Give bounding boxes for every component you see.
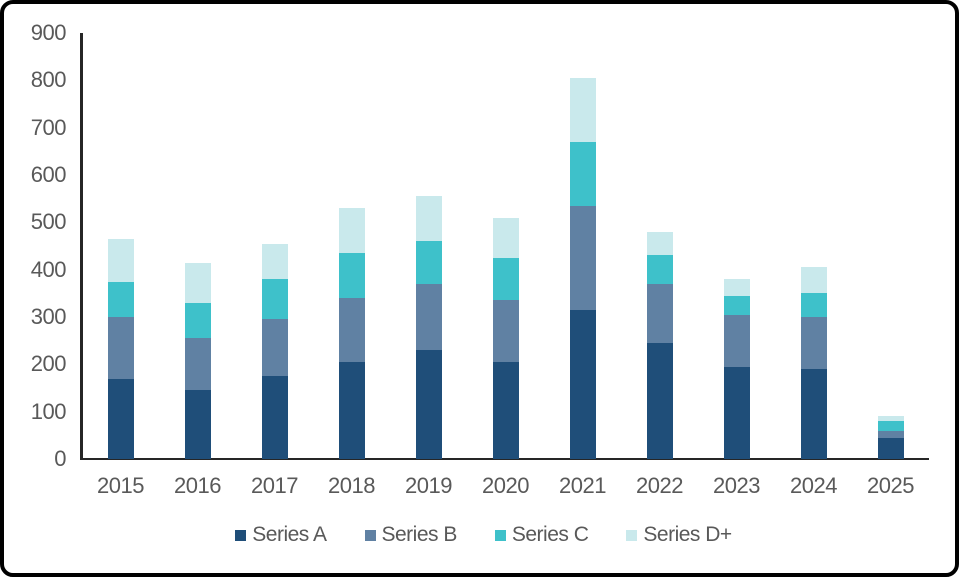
- bar-segment-series-a-2022: [646, 343, 673, 459]
- bar-segment-series-c-2025: [877, 421, 904, 431]
- bar-segment-series-a-2018: [338, 361, 365, 459]
- bar-segment-series-a-2017: [261, 376, 288, 459]
- bar-segment-series-c-2023: [723, 295, 750, 315]
- x-axis-tick-label: 2021: [559, 473, 606, 498]
- y-axis-tick-label: 700: [30, 114, 67, 140]
- bar-segment-series-c-2019: [415, 241, 442, 284]
- y-axis-tick-label: 800: [30, 67, 67, 93]
- bar-segment-series-d-2019: [415, 196, 442, 242]
- x-axis-tick-label: 2017: [251, 473, 298, 498]
- legend-label: Series A: [252, 523, 327, 546]
- legend-label: Series B: [381, 523, 458, 546]
- x-axis-tick-label: 2024: [790, 473, 837, 498]
- bar-segment-series-d-2023: [723, 279, 750, 296]
- bar-segment-series-d-2022: [646, 231, 673, 256]
- y-axis-tick-label: 500: [30, 209, 67, 235]
- x-axis-tick-label: 2019: [405, 473, 452, 498]
- y-axis-tick-label: 600: [30, 162, 67, 187]
- bar-segment-series-a-2023: [723, 366, 750, 459]
- bar-segment-series-b-2024: [800, 317, 827, 370]
- bar-segment-series-c-2016: [184, 302, 211, 339]
- bar-segment-series-d-2018: [338, 208, 365, 254]
- legend-swatch-series-b: [364, 529, 376, 541]
- legend-label: Series C: [511, 523, 589, 546]
- bar-segment-series-c-2022: [646, 255, 673, 284]
- bar-segment-series-b-2019: [415, 283, 442, 351]
- bar-segment-series-a-2020: [492, 361, 519, 459]
- bar-segment-series-b-2025: [877, 430, 904, 438]
- y-axis-tick-label: 300: [30, 304, 67, 329]
- legend-label: Series D+: [643, 523, 732, 546]
- bar-segment-series-d-2021: [569, 77, 596, 142]
- legend-swatch-series-d: [626, 529, 638, 541]
- y-axis-tick-label: 900: [30, 20, 67, 45]
- bar-segment-series-b-2021: [569, 205, 596, 310]
- y-axis-tick-label: 200: [30, 351, 67, 377]
- bar-segment-series-c-2020: [492, 257, 519, 301]
- bar-segment-series-a-2016: [184, 390, 211, 459]
- x-axis-tick-label: 2018: [328, 473, 375, 498]
- bar-segment-series-c-2021: [569, 141, 596, 206]
- legend-item-series-c: Series C: [494, 523, 589, 547]
- x-axis-tick-label: 2016: [174, 473, 221, 498]
- bar-segment-series-b-2016: [184, 338, 211, 391]
- bar-segment-series-c-2018: [338, 253, 365, 299]
- y-axis-line: [80, 33, 83, 460]
- bar-segment-series-b-2022: [646, 283, 673, 344]
- bar-segment-series-d-2020: [492, 217, 519, 258]
- y-axis-tick-label: 400: [30, 256, 67, 282]
- x-axis-tick-label: 2023: [713, 473, 760, 498]
- bar-segment-series-d-2015: [107, 238, 134, 282]
- bar-segment-series-c-2017: [261, 279, 288, 320]
- bar-segment-series-b-2020: [492, 300, 519, 362]
- bar-segment-series-b-2017: [261, 319, 288, 377]
- legend-item-series-b: Series B: [364, 523, 458, 547]
- bar-segment-series-d-2017: [261, 243, 288, 280]
- bar-segment-series-b-2023: [723, 314, 750, 367]
- legend-swatch-series-c: [494, 529, 506, 541]
- legend: Series A Series B Series C Series D+: [4, 523, 959, 547]
- bar-segment-series-a-2019: [415, 350, 442, 459]
- y-axis-tick-label: 100: [30, 398, 67, 424]
- bar-segment-series-b-2018: [338, 298, 365, 362]
- bar-segment-series-a-2025: [877, 437, 904, 459]
- y-axis-tick-label: 0: [54, 446, 66, 471]
- plot-area: [82, 33, 929, 459]
- bar-segment-series-a-2015: [107, 378, 134, 459]
- bar-segment-series-c-2024: [800, 293, 827, 317]
- bar-segment-series-d-2025: [877, 416, 904, 422]
- bar-segment-series-d-2016: [184, 262, 211, 303]
- bar-segment-series-b-2015: [107, 317, 134, 379]
- bar-segment-series-a-2021: [569, 309, 596, 459]
- legend-item-series-d: Series D+: [626, 523, 732, 547]
- x-axis-tick-label: 2025: [867, 473, 914, 498]
- legend-item-series-a: Series A: [235, 523, 327, 547]
- legend-swatch-series-a: [235, 529, 247, 541]
- bar-segment-series-a-2024: [800, 369, 827, 459]
- x-axis-tick-label: 2022: [636, 473, 683, 498]
- bar-segment-series-d-2024: [800, 267, 827, 294]
- x-axis-tick-label: 2015: [97, 473, 144, 498]
- bar-segment-series-c-2015: [107, 281, 134, 317]
- x-axis-tick-label: 2020: [482, 473, 529, 498]
